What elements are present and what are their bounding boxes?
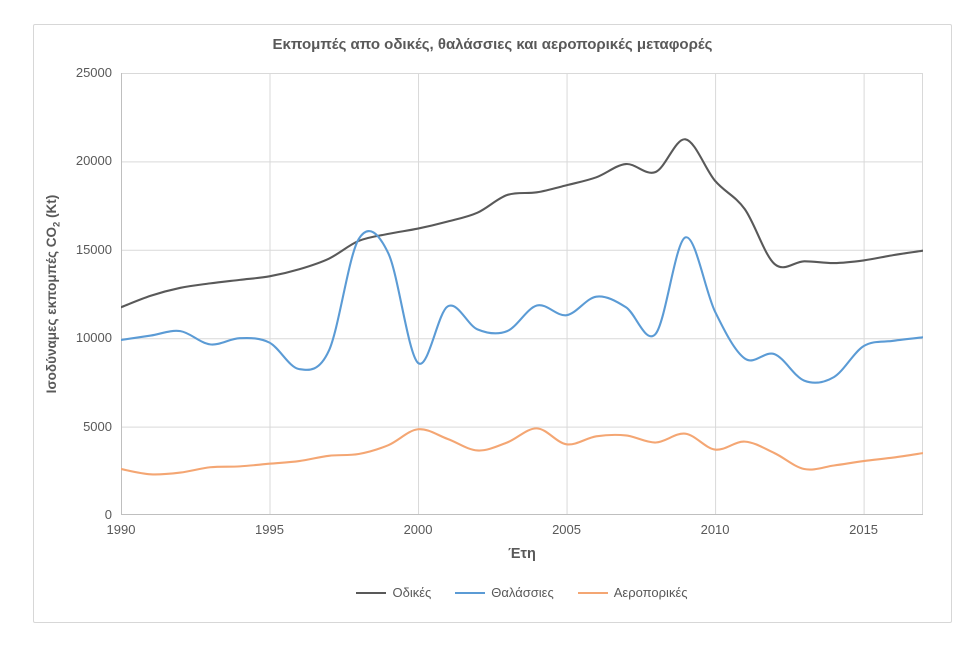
y-tick-label: 15000 (75, 241, 112, 257)
y-tick-label: 10000 (75, 330, 112, 346)
plot-svg (119, 73, 925, 516)
legend-item-road: Οδικές (356, 585, 431, 600)
x-tick-label: 1995 (255, 522, 284, 537)
series-line-maritime (119, 230, 925, 384)
road-line-swatch-icon (356, 591, 387, 594)
x-tick-label: 2010 (700, 522, 730, 537)
legend-item-maritime: Θαλάσσιες (455, 585, 554, 600)
plot-area (119, 73, 925, 516)
y-axis-title-suffix: (Kt) (44, 194, 59, 222)
y-tick-label: 20000 (75, 153, 112, 169)
legend: Οδικές Θαλάσσιες Αεροπορικές (121, 585, 923, 600)
y-axis-title: Ισοδύναμες εκπομπές CO2 (Kt) (44, 144, 64, 444)
y-tick-label: 5000 (83, 418, 112, 434)
x-tick-label: 2005 (552, 522, 581, 537)
x-tick-label: 2000 (403, 522, 433, 537)
x-tick-label: 1990 (106, 522, 136, 537)
chart-frame: Εκπομπές απο οδικές, θαλάσσιες και αεροπ… (33, 24, 952, 623)
y-tick-label: 25000 (75, 65, 112, 80)
legend-label-road: Οδικές (392, 585, 432, 600)
maritime-line-swatch-icon (455, 591, 486, 594)
x-tick-label: 2015 (849, 522, 879, 537)
legend-item-aviation: Αεροπορικές (577, 585, 688, 600)
aviation-line-swatch-icon (577, 591, 608, 594)
series-line-aviation (119, 427, 925, 476)
chart-title: Εκπομπές απο οδικές, θαλάσσιες και αεροπ… (272, 36, 713, 53)
series-line-road (119, 138, 925, 309)
x-axis-title: Έτη (508, 546, 536, 562)
y-tick-label: 0 (104, 507, 112, 522)
legend-label-aviation: Αεροπορικές (613, 585, 688, 600)
y-axis-title-subscript: 2 (51, 221, 63, 227)
legend-label-maritime: Θαλάσσιες (491, 585, 554, 600)
